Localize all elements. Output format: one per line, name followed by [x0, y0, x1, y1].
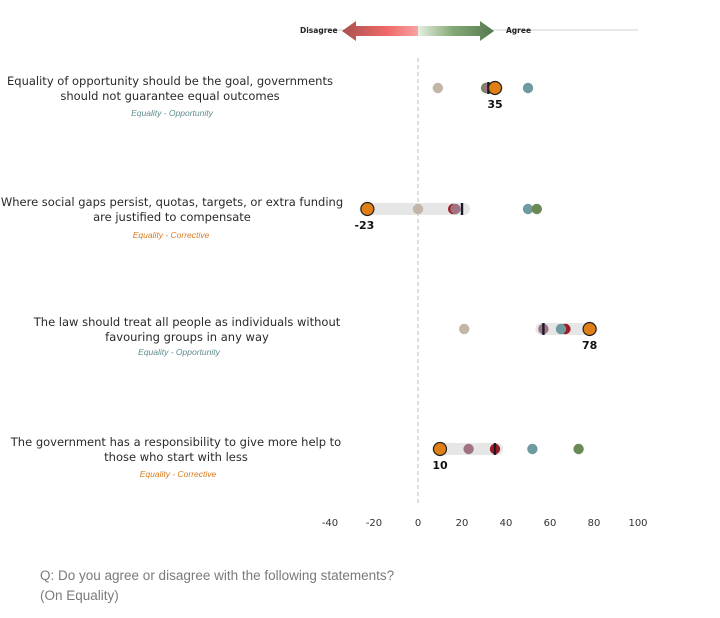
category-label: Equality - Corrective	[133, 230, 210, 240]
x-axis: -40 -20 0 20 40 60 80 100	[322, 518, 648, 529]
x-tick-label: -40	[322, 518, 338, 529]
point-teal	[555, 323, 567, 335]
statement-line-1: The law should treat all people as indiv…	[33, 315, 341, 329]
point-green	[531, 203, 542, 215]
point-beige	[459, 323, 470, 335]
marker-bar	[460, 203, 464, 215]
x-tick-label: 60	[544, 518, 557, 529]
statement-line-1: Equality of opportunity should be the go…	[7, 74, 333, 88]
category-label: Equality - Opportunity	[138, 347, 220, 357]
point-teal	[522, 82, 534, 94]
point-mauve	[463, 443, 474, 455]
statement-line-2: are justified to compensate	[93, 210, 251, 224]
highlight-point	[487, 80, 503, 96]
x-tick-label: -20	[366, 518, 382, 529]
x-tick-label: 0	[415, 518, 421, 529]
category-label: Equality - Corrective	[140, 469, 217, 479]
statement-line-2: those who start with less	[104, 450, 248, 464]
x-tick-label: 100	[628, 518, 647, 529]
point-beige	[412, 203, 424, 215]
x-tick-label: 80	[588, 518, 601, 529]
highlight-point	[582, 321, 597, 337]
row-marks: -23	[354, 201, 542, 232]
point-beige	[432, 82, 443, 94]
statement-line-1: The government has a responsibility to g…	[10, 435, 341, 449]
marker-bar	[493, 443, 497, 455]
statement-line-1: Where social gaps persist, quotas, targe…	[1, 195, 343, 209]
x-tick-label: 20	[456, 518, 469, 529]
point-teal	[522, 203, 534, 215]
row-1: Where social gaps persist, quotas, targe…	[1, 195, 343, 240]
highlight-value-label: 78	[582, 339, 597, 352]
statement-line-2: should not guarantee equal outcomes	[60, 89, 279, 103]
point-green	[573, 443, 584, 455]
agree-arrow	[418, 21, 494, 41]
point-mauve	[450, 203, 461, 215]
point-teal	[527, 443, 538, 455]
question-text: Q: Do you agree or disagree with the fol…	[40, 568, 395, 583]
plot-marks: 35 -23 78 10	[354, 80, 598, 472]
highlight-point	[432, 441, 448, 457]
disagree-arrow	[342, 21, 418, 41]
agree-label: Agree	[506, 26, 531, 35]
statement-line-2: favouring groups in any way	[105, 330, 269, 344]
highlight-point	[360, 201, 375, 217]
marker-bar	[542, 323, 545, 335]
highlight-value-label: 35	[487, 98, 502, 111]
row-marks: 10	[432, 441, 584, 472]
question-subtext: (On Equality)	[40, 588, 119, 603]
row-marks: 78	[459, 321, 598, 352]
survey-question: Q: Do you agree or disagree with the fol…	[40, 566, 394, 606]
highlight-value-label: 10	[432, 459, 448, 472]
row-3: The government has a responsibility to g…	[10, 435, 341, 479]
category-label: Equality - Opportunity	[131, 108, 213, 118]
scale-legend: Disagree Agree	[300, 21, 638, 41]
row-2: The law should treat all people as indiv…	[33, 315, 341, 357]
row-0: Equality of opportunity should be the go…	[7, 74, 333, 118]
row-marks: 35	[432, 80, 534, 111]
x-tick-label: 40	[500, 518, 513, 529]
disagree-label: Disagree	[300, 26, 338, 35]
highlight-value-label: -23	[354, 219, 374, 232]
